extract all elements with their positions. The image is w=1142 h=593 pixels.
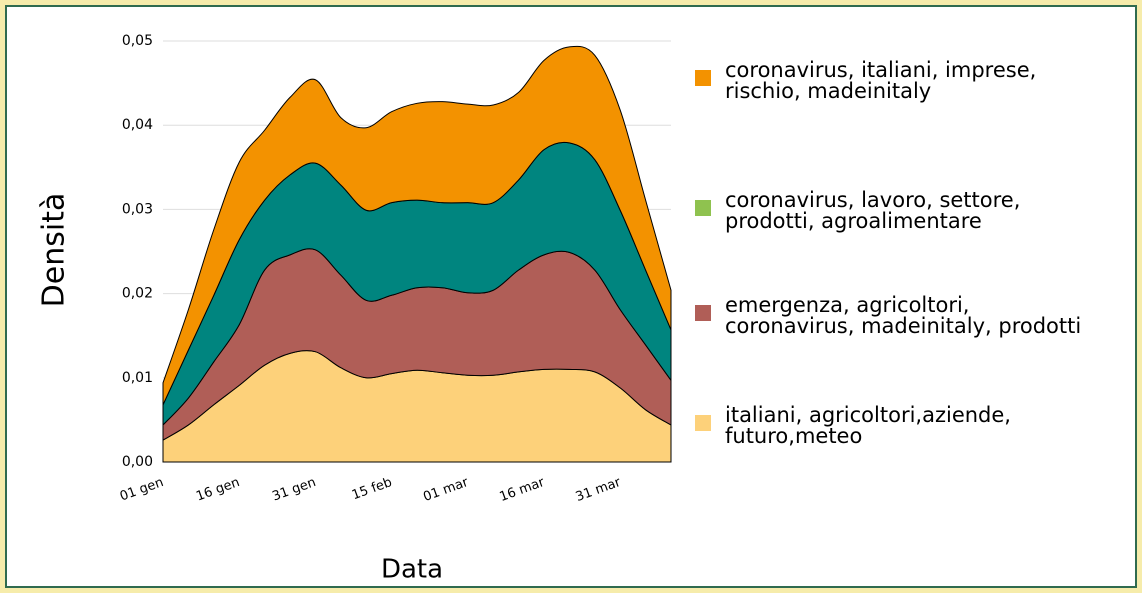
x-tick-label: 15 feb bbox=[350, 475, 394, 503]
legend-label: italiani, agricoltori,aziende, futuro,me… bbox=[725, 403, 1011, 448]
x-axis-label: Data bbox=[381, 555, 443, 585]
legend-item: emergenza, agricoltori, coronavirus, mad… bbox=[695, 295, 1115, 337]
y-tick-label: 0,01 bbox=[122, 370, 153, 386]
legend-item: coronavirus, lavoro, settore, prodotti, … bbox=[695, 190, 1115, 232]
legend-swatch bbox=[695, 200, 711, 216]
legend-swatch bbox=[695, 305, 711, 321]
y-tick-label: 0,05 bbox=[122, 33, 153, 49]
x-tick-label: 31 mar bbox=[574, 475, 624, 505]
legend-swatch bbox=[695, 70, 711, 86]
legend-label: coronavirus, lavoro, settore, prodotti, … bbox=[725, 188, 1021, 233]
y-axis-label: Densità bbox=[37, 193, 72, 308]
legend-swatch bbox=[695, 415, 711, 431]
y-tick-label: 0,03 bbox=[122, 201, 153, 217]
x-tick-label: 01 gen bbox=[118, 475, 166, 505]
y-tick-label: 0,04 bbox=[122, 117, 153, 133]
x-tick-label: 16 mar bbox=[498, 475, 548, 505]
y-tick-label: 0,00 bbox=[122, 454, 153, 470]
y-tick-label: 0,02 bbox=[122, 286, 153, 302]
area bbox=[162, 45, 672, 405]
legend-item: italiani, agricoltori,aziende, futuro,me… bbox=[695, 405, 1115, 447]
legend-label: emergenza, agricoltori, coronavirus, mad… bbox=[725, 293, 1082, 338]
x-tick-label: 16 gen bbox=[194, 475, 242, 505]
legend-label: coronavirus, italiani, imprese, rischio,… bbox=[725, 58, 1037, 103]
x-tick-label: 01 mar bbox=[421, 475, 471, 505]
x-tick-label: 31 gen bbox=[270, 475, 318, 505]
legend-item: coronavirus, italiani, imprese, rischio,… bbox=[695, 60, 1115, 102]
